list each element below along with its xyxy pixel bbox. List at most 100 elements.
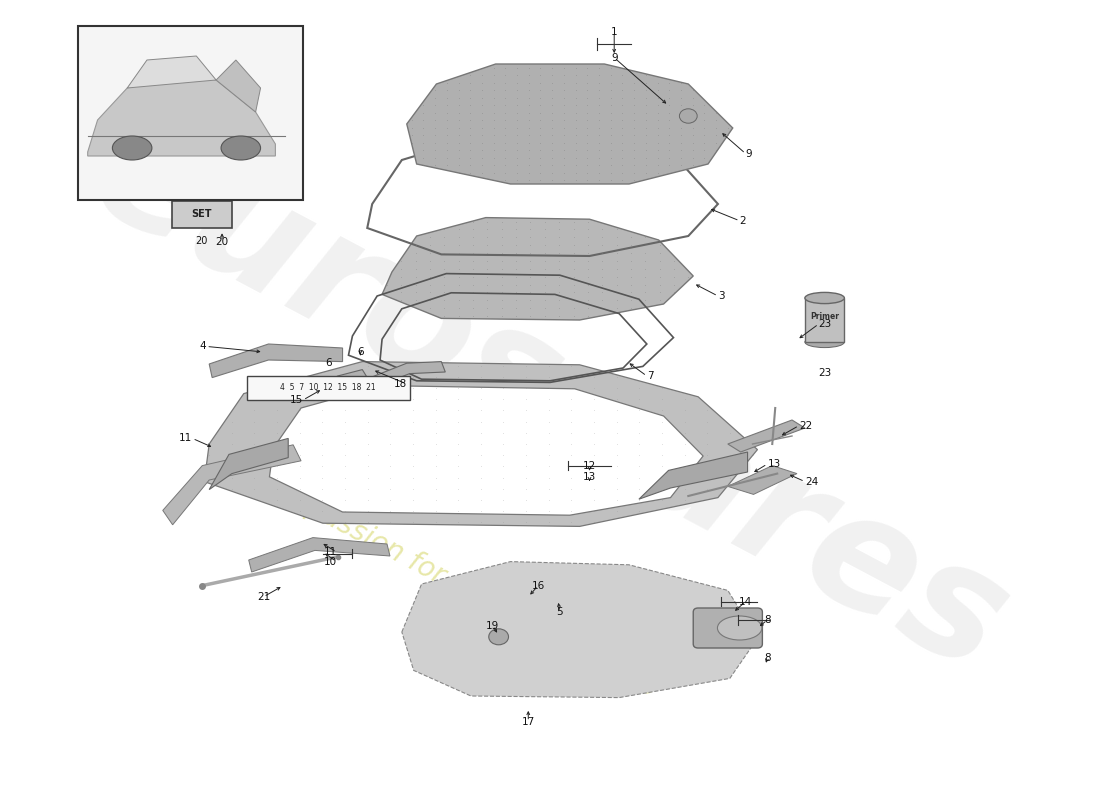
Point (591, 151, 608, 164)
Point (517, 438, 535, 450)
Point (579, 106, 596, 119)
Point (556, 174, 573, 186)
Point (337, 494, 354, 506)
Point (359, 438, 376, 450)
Point (404, 393, 421, 406)
Point (637, 129, 654, 142)
Point (608, 393, 626, 406)
Point (531, 91, 549, 104)
Point (614, 77, 631, 90)
Point (556, 129, 573, 142)
Point (591, 158, 608, 171)
Point (614, 69, 631, 82)
Point (649, 77, 667, 90)
Point (637, 254, 654, 267)
Text: 7: 7 (647, 371, 653, 381)
Point (359, 471, 376, 484)
Text: 21: 21 (257, 592, 271, 602)
Point (637, 270, 654, 283)
Point (531, 151, 549, 164)
Point (473, 84, 491, 97)
Point (438, 114, 455, 126)
Point (472, 438, 490, 450)
Point (290, 426, 308, 439)
Point (566, 158, 584, 171)
Point (566, 144, 584, 157)
Point (472, 460, 490, 473)
Point (660, 136, 678, 149)
Point (591, 77, 608, 90)
Point (450, 254, 468, 267)
Point (268, 471, 286, 484)
Point (672, 114, 690, 126)
Point (651, 286, 669, 299)
Point (393, 278, 410, 291)
Point (359, 426, 376, 439)
Point (579, 262, 596, 275)
Point (493, 215, 510, 228)
Point (649, 129, 667, 142)
Point (556, 84, 573, 97)
Point (536, 254, 553, 267)
Point (608, 505, 626, 518)
Point (550, 302, 568, 314)
Text: 8: 8 (764, 653, 771, 662)
Point (517, 449, 535, 462)
Point (637, 286, 654, 299)
Point (623, 238, 640, 251)
Point (427, 359, 444, 372)
Point (521, 278, 539, 291)
Point (608, 471, 626, 484)
Point (630, 393, 648, 406)
Point (625, 174, 642, 186)
Point (493, 270, 510, 283)
Point (472, 505, 490, 518)
Point (464, 278, 482, 291)
Text: Primer: Primer (810, 312, 839, 322)
Point (540, 382, 558, 394)
Point (562, 438, 580, 450)
Point (495, 505, 513, 518)
Point (566, 84, 584, 97)
Point (245, 460, 263, 473)
Point (698, 438, 716, 450)
Point (507, 278, 525, 291)
Point (450, 136, 468, 149)
Point (404, 471, 421, 484)
Point (684, 136, 702, 149)
Point (427, 122, 444, 134)
Point (472, 393, 490, 406)
Point (585, 449, 603, 462)
Point (521, 246, 539, 259)
Point (566, 77, 584, 90)
Point (473, 144, 491, 157)
Point (337, 415, 354, 428)
Point (579, 129, 596, 142)
Point (464, 254, 482, 267)
Circle shape (488, 629, 508, 645)
Point (591, 136, 608, 149)
Point (520, 106, 538, 119)
Point (421, 262, 439, 275)
Point (478, 231, 496, 244)
Point (421, 302, 439, 314)
Point (450, 471, 468, 484)
Point (461, 129, 478, 142)
Point (223, 449, 241, 462)
Point (421, 231, 439, 244)
Point (472, 449, 490, 462)
Point (608, 238, 626, 251)
FancyBboxPatch shape (693, 608, 762, 648)
Point (478, 302, 496, 314)
Point (421, 270, 439, 283)
Polygon shape (249, 538, 390, 572)
Point (672, 122, 690, 134)
Point (450, 404, 468, 417)
Point (245, 426, 263, 439)
Point (653, 482, 671, 495)
Point (461, 69, 478, 82)
Point (672, 158, 690, 171)
Point (478, 246, 496, 259)
FancyBboxPatch shape (172, 201, 232, 228)
Point (520, 99, 538, 112)
